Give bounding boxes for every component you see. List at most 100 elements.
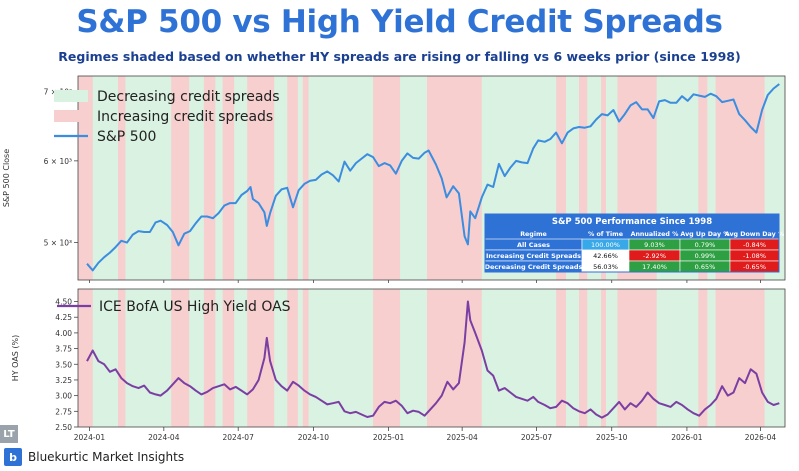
table-cell: Increasing Credit Spreads	[486, 252, 581, 260]
increasing-regime-band	[698, 289, 708, 427]
increasing-regime-band	[222, 76, 235, 280]
x-tick-label: 2025-01	[373, 433, 405, 442]
table-cell: 100.00%	[591, 241, 620, 249]
x-tick-label: 2024-01	[74, 433, 106, 442]
table-column-header: Avg Down Day %	[725, 231, 785, 238]
hy-oas-y-tick-label: 2.50	[55, 423, 72, 432]
increasing-regime-band	[427, 76, 482, 280]
increasing-regime-band	[579, 289, 588, 427]
increasing-regime-band	[617, 289, 657, 427]
bottom-legend: ICE BofA US High Yield OAS	[57, 299, 291, 315]
increasing-regime-band	[373, 76, 401, 280]
bottom-regime-bands	[78, 289, 785, 427]
table-border	[484, 213, 780, 273]
increasing-regime-band	[118, 289, 126, 427]
increasing-regime-band	[715, 289, 765, 427]
table-cell: -0.65%	[743, 263, 766, 271]
legend-label: S&P 500	[97, 129, 156, 145]
table-cell: 0.79%	[695, 241, 716, 249]
hy-oas-y-tick-label: 4.25	[55, 313, 72, 322]
increasing-regime-band	[302, 289, 309, 427]
table-header-row	[485, 228, 779, 239]
table-column-header: Annualized %	[631, 231, 680, 238]
hy-oas-y-tick-label: 3.50	[55, 360, 72, 369]
x-tick-label: 2025-07	[521, 433, 553, 442]
hy-oas-line	[86, 300, 780, 419]
increasing-regime-band	[302, 76, 309, 280]
x-tick-label: 2026-04	[745, 433, 777, 442]
x-tick-label: 2025-10	[596, 433, 628, 442]
x-tick-label: 2025-04	[446, 433, 478, 442]
x-tick-label: 2026-01	[671, 433, 703, 442]
legend-label: ICE BofA US High Yield OAS	[99, 299, 291, 315]
date-x-axis: 2024-01 2024-04 2024-07 2024-10 2025-01 2025-…	[74, 280, 777, 442]
increasing-regime-band	[78, 76, 93, 280]
performance-table: S&P 500 Performance Since 1998 Regime % of…	[484, 213, 785, 273]
table-cell: 0.99%	[695, 252, 716, 260]
increasing-regime-band	[556, 289, 566, 427]
hy-oas-y-tick-label: 3.25	[55, 376, 72, 385]
legend-swatch	[54, 110, 88, 122]
increasing-regime-band	[203, 76, 216, 280]
brand-logo-icon: b	[4, 448, 22, 466]
table-cell: 42.66%	[593, 252, 618, 260]
hy-oas-y-tick-label: 3.75	[55, 345, 72, 354]
increasing-regime-band	[556, 76, 566, 280]
x-tick-label: 2024-10	[298, 433, 330, 442]
increasing-regime-band	[222, 289, 235, 427]
increasing-regime-band	[287, 76, 298, 280]
table-cell: All Cases	[517, 241, 550, 249]
table-title-bar	[485, 214, 779, 228]
increasing-regime-band	[698, 76, 708, 280]
increasing-regime-band	[373, 289, 401, 427]
top-panel-frame	[77, 75, 786, 281]
legend-label: Decreasing credit spreads	[97, 89, 280, 105]
increasing-regime-band	[427, 289, 482, 427]
table-cell: 0.65%	[695, 263, 716, 271]
table-cell: -1.08%	[743, 252, 766, 260]
table-cell: 56.03%	[593, 263, 618, 271]
table-column-header: Regime	[520, 231, 547, 238]
table-cell: -0.84%	[743, 241, 766, 249]
table-cell: 9.03%	[644, 241, 665, 249]
hy-oas-y-tick-label: 3.00	[55, 392, 72, 401]
bottom-panel-frame	[77, 288, 786, 428]
table-column-header: Avg Up Day %	[680, 231, 730, 238]
chart-title: S&P 500 vs High Yield Credit Spreads	[76, 4, 723, 40]
increasing-regime-band	[247, 76, 275, 280]
increasing-regime-band	[203, 289, 216, 427]
legend-swatch	[54, 90, 88, 102]
top-legend: Decreasing credit spreads Increasing cred…	[54, 89, 280, 145]
hy-oas-y-axis-label: HY OAS (%)	[11, 335, 20, 382]
x-tick-label: 2024-07	[223, 433, 255, 442]
increasing-regime-band	[287, 289, 298, 427]
chart-subtitle: Regimes shaded based on whether HY sprea…	[58, 49, 741, 64]
increasing-regime-band	[579, 76, 588, 280]
increasing-regime-band	[601, 76, 607, 280]
sp500-y-tick-label: 5 × 10³	[44, 239, 72, 248]
sp500-line	[86, 83, 780, 272]
hy-oas-y-axis: 2.50 2.75 3.00 3.25 3.50 3.75 4.00 4.25 4.50	[55, 298, 78, 432]
increasing-regime-band	[171, 289, 190, 427]
table-cell: 17.40%	[642, 263, 667, 271]
hy-oas-y-tick-label: 4.00	[55, 329, 72, 338]
brand-footer: b Bluekurtic Market Insights	[4, 447, 184, 467]
corner-mark-logo: LT	[0, 425, 18, 443]
table-column-header: % of Time	[588, 231, 623, 238]
increasing-regime-band	[601, 289, 607, 427]
legend-label: Increasing credit spreads	[97, 109, 273, 125]
table-cell: -2.92%	[643, 252, 666, 260]
table-cell: Decreasing Credit Spreads	[485, 263, 583, 271]
sp500-y-axis-label: S&P 500 Close	[2, 149, 11, 207]
sp500-y-tick-label: 6 × 10³	[44, 157, 72, 166]
table-title: S&P 500 Performance Since 1998	[552, 217, 712, 227]
x-tick-label: 2024-04	[148, 433, 180, 442]
hy-oas-y-tick-label: 4.50	[55, 298, 72, 307]
hy-oas-y-tick-label: 2.75	[55, 407, 72, 416]
increasing-regime-band	[171, 76, 190, 280]
brand-name: Bluekurtic Market Insights	[28, 450, 185, 464]
hy-oas-panel: 2.50 2.75 3.00 3.25 3.50 3.75 4.00 4.25 4.50 HY …	[11, 280, 786, 442]
increasing-regime-band	[78, 289, 93, 427]
